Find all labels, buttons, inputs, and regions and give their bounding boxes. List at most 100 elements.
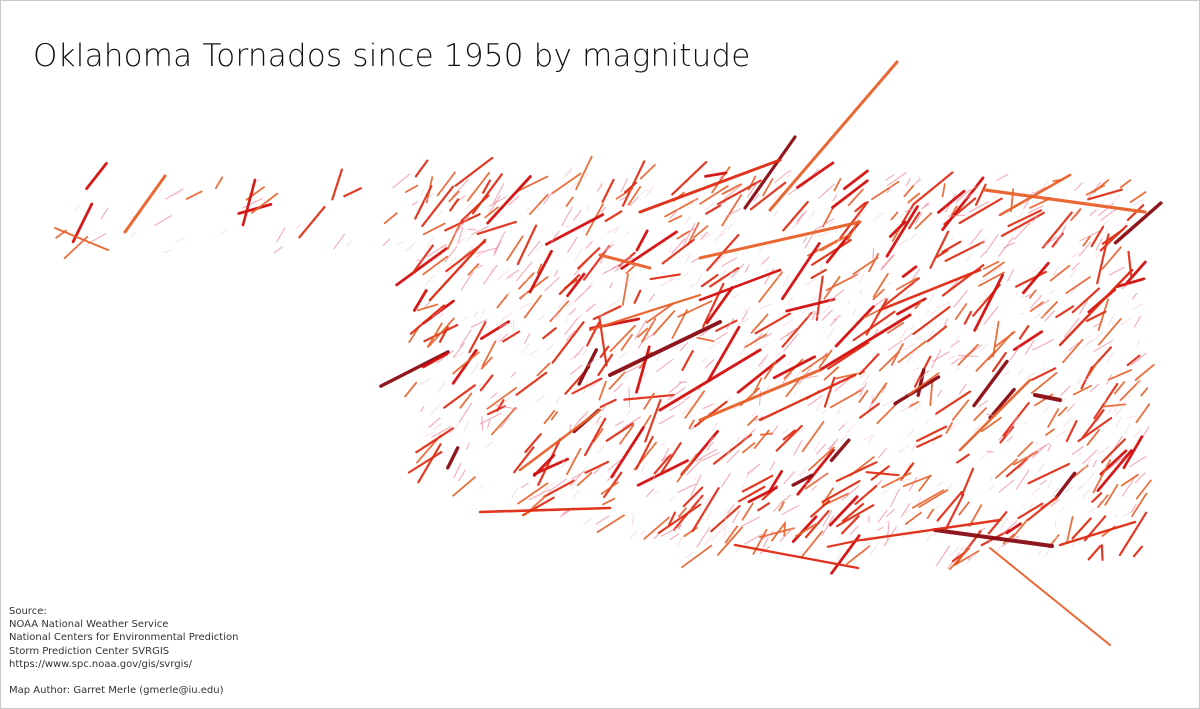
tornado-track-mag-1 (595, 515, 610, 525)
tornado-track-mag-1 (1032, 215, 1038, 223)
tornado-track-mag-0 (1022, 421, 1029, 426)
tornado-track-mag-1 (100, 207, 109, 220)
tornado-track-mag-3 (691, 487, 720, 533)
tornado-track-mag-3 (1058, 520, 1137, 547)
tornado-track-mag-0 (522, 342, 530, 354)
tornado-track-mag-1 (520, 482, 529, 489)
tornado-track-mag-0 (581, 426, 586, 432)
tornado-track-mag-0 (760, 342, 770, 349)
tornado-track-mag-1 (431, 426, 452, 438)
tornado-track-mag-1 (597, 183, 603, 192)
tornado-track-mag-4 (705, 285, 734, 325)
tornado-track-mag-2 (668, 214, 683, 223)
tornado-track-mag-0 (846, 424, 855, 434)
tornado-track-mag-0 (1078, 452, 1082, 457)
tornado-track-mag-3 (1096, 233, 1110, 285)
tornado-track-mag-1 (619, 196, 627, 201)
tornado-track-mag-2 (878, 350, 900, 372)
tornado-track-mag-0 (444, 268, 454, 277)
tornado-track-mag-4 (834, 305, 875, 348)
tornado-track-mag-0 (699, 507, 703, 511)
tornado-track-mag-3 (956, 453, 970, 464)
tornado-track-mag-2 (762, 178, 774, 197)
tornado-track-mag-3 (810, 499, 831, 518)
tornado-track-mag-1 (908, 402, 913, 409)
tornado-track-mag-1 (725, 208, 742, 217)
tornado-track-mag-1 (977, 400, 989, 408)
tornado-track-mag-0 (558, 297, 568, 309)
source-label: Source: (9, 606, 47, 617)
tornado-track-mag-1 (903, 332, 913, 341)
tornado-track-mag-2 (1103, 403, 1127, 408)
tornado-track-mag-0 (920, 506, 923, 512)
tornado-track-mag-2 (887, 321, 905, 334)
tornado-track-mag-1 (701, 452, 720, 461)
tornado-track-mag-2 (926, 508, 934, 519)
tornado-track-mag-0 (442, 244, 449, 249)
map-title: Oklahoma Tornados since 1950 by magnitud… (33, 38, 751, 74)
tornado-track-mag-1 (996, 173, 1009, 181)
tornado-track-mag-3 (542, 327, 557, 340)
tornado-track-mag-0 (719, 225, 727, 237)
tornado-track-mag-4 (706, 325, 741, 383)
tornado-track-mag-0 (473, 310, 478, 319)
tornado-track-mag-2 (750, 313, 769, 334)
tornado-track-mag-0 (1017, 210, 1024, 218)
tornado-track-mag-0 (885, 520, 889, 524)
tornado-track-mag-2 (1101, 246, 1122, 270)
tornado-track-mag-0 (684, 215, 691, 225)
tornado-track-mag-1 (436, 350, 455, 364)
tornado-track-mag-1 (921, 203, 930, 210)
tornado-track-mag-1 (1047, 444, 1052, 452)
source-line-noaa: NOAA National Weather Service (9, 619, 169, 631)
tornado-track-mag-0 (916, 335, 921, 340)
tornado-track-mag-0 (497, 270, 509, 281)
tornado-track-mag-2 (907, 192, 920, 204)
tornado-track-mag-5 (829, 438, 851, 463)
tornado-track-mag-1 (822, 510, 833, 527)
tornado-track-mag-1 (1002, 520, 1018, 534)
tornado-track-mag-1 (500, 416, 510, 429)
tornado-track-mag-0 (1043, 404, 1051, 414)
tornado-track-mag-3 (709, 266, 740, 288)
tornado-track-mag-0 (660, 279, 673, 287)
tornado-track-mag-2 (699, 185, 729, 205)
tornado-track-mag-0 (911, 443, 916, 452)
tornado-track-mag-2 (664, 197, 699, 218)
tornado-track-mag-0 (1049, 289, 1056, 294)
tornado-track-mag-1 (470, 319, 488, 328)
source-line-url[interactable]: https://www.spc.noaa.gov/gis/svrgis/ (9, 658, 192, 670)
tornado-track-mag-0 (978, 277, 988, 283)
tornado-track-mag-3 (407, 451, 443, 474)
tornado-track-mag-1 (935, 545, 951, 567)
tornado-track-mag-1 (730, 263, 744, 278)
tornado-track-mag-0 (521, 276, 533, 284)
tornado-track-mag-3 (757, 502, 771, 512)
tornado-track-mag-1 (885, 174, 895, 181)
tornado-track-mag-3 (516, 224, 538, 266)
tornado-track-mag-0 (75, 205, 79, 211)
tornado-track-mag-0 (1035, 441, 1039, 446)
tornado-track-mag-0 (724, 527, 726, 538)
tornado-track-mag-2 (641, 317, 657, 343)
tornado-track-mag-1 (827, 289, 845, 304)
tornado-track-mag-3 (1081, 409, 1105, 439)
tornado-track-mag-1 (904, 208, 913, 213)
tornado-track-mag-0 (776, 476, 781, 483)
tornado-track-mag-3 (951, 552, 966, 563)
tornado-track-mag-2 (918, 489, 949, 508)
tornado-track-mag-1 (242, 198, 263, 209)
tornado-track-mag-1 (613, 383, 623, 393)
tornado-track-mag-0 (899, 328, 908, 341)
tornado-track-mag-1 (885, 508, 896, 518)
tornado-track-mag-0 (572, 489, 580, 499)
tornado-track-mag-2 (823, 275, 841, 300)
tornado-track-mag-0 (797, 427, 807, 434)
tornado-track-mag-1 (914, 211, 923, 225)
tornado-track-mag-1 (757, 354, 768, 367)
tornado-track-mag-0 (607, 473, 613, 482)
tornado-track-mag-0 (418, 378, 430, 386)
tornado-track-mag-1 (817, 218, 835, 229)
tornado-track-mag-4 (1122, 435, 1144, 470)
tornado-track-mag-1 (550, 230, 560, 243)
